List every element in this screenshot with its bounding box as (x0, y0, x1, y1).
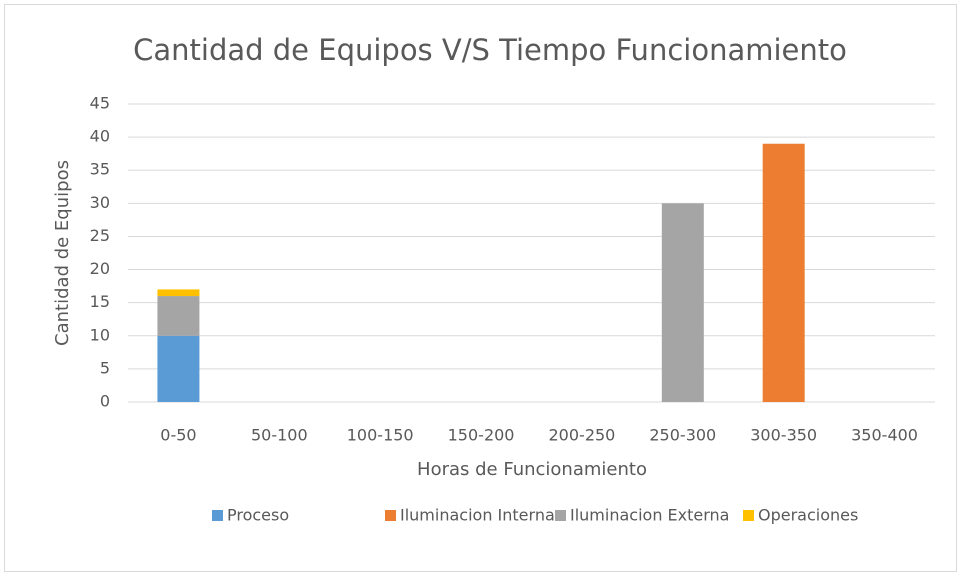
x-tick-label: 50-100 (251, 426, 308, 445)
y-tick-label: 45 (90, 94, 110, 113)
legend-label: Operaciones (758, 506, 858, 525)
y-tick-label: 20 (90, 259, 110, 278)
y-tick-label: 40 (90, 127, 110, 146)
chart-title: Cantidad de Equipos V/S Tiempo Funcionam… (133, 33, 847, 67)
x-axis-title: Horas de Funcionamiento (417, 459, 647, 480)
y-tick-label: 30 (90, 193, 110, 212)
y-tick-label: 25 (90, 226, 110, 245)
y-tick-label: 0 (100, 392, 110, 411)
legend-swatch (743, 510, 754, 521)
bar-segment (157, 296, 200, 336)
legend-swatch (212, 510, 223, 521)
x-tick-label: 300-350 (750, 426, 817, 445)
x-tick-label: 100-150 (347, 426, 414, 445)
y-axis-title: Cantidad de Equipos (52, 160, 73, 346)
y-tick-label: 10 (90, 325, 110, 344)
x-tick-label: 150-200 (448, 426, 515, 445)
bar-segment (157, 289, 200, 297)
x-tick-label: 350-400 (851, 426, 918, 445)
x-tick-label: 200-250 (549, 426, 616, 445)
chart-border (4, 4, 957, 572)
legend-swatch (555, 510, 566, 521)
legend-label: Iluminacion Interna (400, 506, 555, 525)
bar-segment (762, 143, 805, 402)
y-tick-label: 35 (90, 160, 110, 179)
bar-segment (157, 335, 200, 402)
legend-label: Iluminacion Externa (570, 506, 729, 525)
bar-segment (661, 203, 704, 402)
x-tick-label: 0-50 (160, 426, 196, 445)
x-tick-label: 250-300 (649, 426, 716, 445)
legend-swatch (385, 510, 396, 521)
legend-label: Proceso (227, 506, 289, 525)
y-tick-label: 5 (100, 358, 110, 377)
y-tick-label: 15 (90, 292, 110, 311)
